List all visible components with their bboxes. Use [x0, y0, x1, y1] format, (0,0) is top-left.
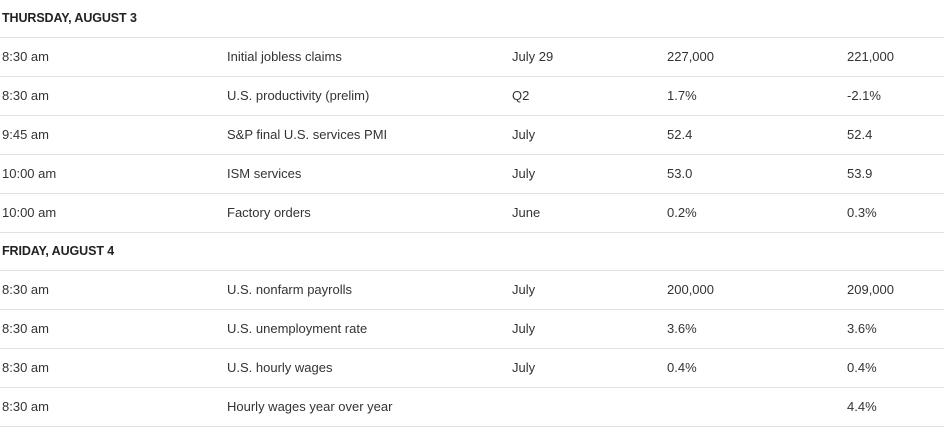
- report-cell: Factory orders: [227, 205, 311, 220]
- period-cell: June: [512, 205, 541, 220]
- period-cell: July: [512, 166, 536, 181]
- forecast-cell: 0.4%: [667, 360, 697, 375]
- period-cell: July 29: [512, 49, 554, 64]
- table-row: 8:30 am Initial jobless claims July 29 2…: [0, 38, 944, 77]
- day-header: THURSDAY, AUGUST 3: [0, 0, 944, 38]
- table-row: 8:30 am U.S. nonfarm payrolls July 200,0…: [0, 271, 944, 310]
- forecast-cell: 53.0: [667, 166, 693, 181]
- time-cell: 8:30 am: [2, 399, 49, 414]
- forecast-cell: 0.2%: [667, 205, 697, 220]
- report-cell: ISM services: [227, 166, 302, 181]
- report-cell: U.S. unemployment rate: [227, 321, 368, 336]
- previous-cell: 53.9: [847, 166, 873, 181]
- forecast-cell: 52.4: [667, 127, 693, 142]
- report-cell: Hourly wages year over year: [227, 399, 393, 414]
- table-row: 8:30 am U.S. hourly wages July 0.4% 0.4%: [0, 349, 944, 388]
- period-cell: Q2: [512, 88, 530, 103]
- time-cell: 10:00 am: [2, 166, 57, 181]
- time-cell: 10:00 am: [2, 205, 57, 220]
- table-row: 10:00 am ISM services July 53.0 53.9: [0, 155, 944, 194]
- table-row: 9:45 am S&P final U.S. services PMI July…: [0, 116, 944, 155]
- day-header: FRIDAY, AUGUST 4: [0, 233, 944, 271]
- time-cell: 8:30 am: [2, 49, 49, 64]
- report-cell: U.S. hourly wages: [227, 360, 333, 375]
- previous-cell: 0.3%: [847, 205, 877, 220]
- forecast-cell: 3.6%: [667, 321, 697, 336]
- report-cell: S&P final U.S. services PMI: [227, 127, 388, 142]
- table-row: 8:30 am U.S. unemployment rate July 3.6%…: [0, 310, 944, 349]
- previous-cell: 4.4%: [847, 399, 877, 414]
- report-cell: U.S. nonfarm payrolls: [227, 282, 352, 297]
- previous-cell: 52.4: [847, 127, 873, 142]
- table-row: 8:30 am Hourly wages year over year 4.4%: [0, 388, 944, 427]
- previous-cell: 3.6%: [847, 321, 877, 336]
- forecast-cell: 200,000: [667, 282, 714, 297]
- previous-cell: -2.1%: [847, 88, 881, 103]
- table-row: 10:00 am Factory orders June 0.2% 0.3%: [0, 194, 944, 233]
- time-cell: 8:30 am: [2, 360, 49, 375]
- previous-cell: 209,000: [847, 282, 894, 297]
- table-row: 8:30 am U.S. productivity (prelim) Q2 1.…: [0, 77, 944, 116]
- previous-cell: 0.4%: [847, 360, 877, 375]
- time-cell: 8:30 am: [2, 88, 49, 103]
- period-cell: July: [512, 127, 536, 142]
- time-cell: 8:30 am: [2, 282, 49, 297]
- report-cell: Initial jobless claims: [227, 49, 342, 64]
- forecast-cell: 1.7%: [667, 88, 697, 103]
- period-cell: July: [512, 282, 536, 297]
- time-cell: 9:45 am: [2, 127, 49, 142]
- previous-cell: 221,000: [847, 49, 894, 64]
- period-cell: July: [512, 321, 536, 336]
- forecast-cell: 227,000: [667, 49, 714, 64]
- report-cell: U.S. productivity (prelim): [227, 88, 370, 103]
- time-cell: 8:30 am: [2, 321, 49, 336]
- period-cell: July: [512, 360, 536, 375]
